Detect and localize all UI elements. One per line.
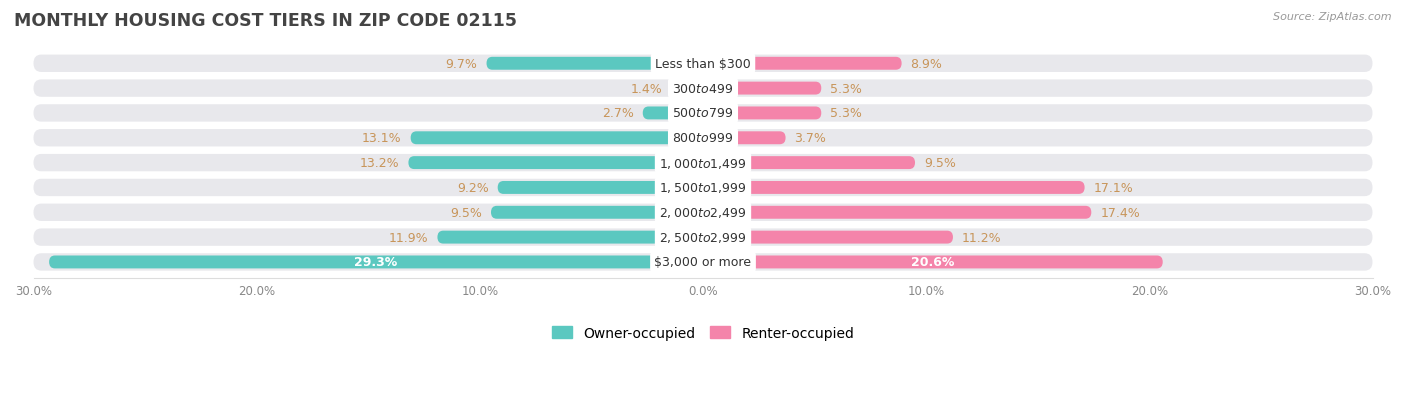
Text: 13.2%: 13.2% [360,157,399,170]
Text: 17.4%: 17.4% [1101,206,1140,219]
Text: 9.5%: 9.5% [924,157,956,170]
FancyBboxPatch shape [34,179,1372,197]
Text: 20.6%: 20.6% [911,256,955,269]
FancyBboxPatch shape [703,231,953,244]
Legend: Owner-occupied, Renter-occupied: Owner-occupied, Renter-occupied [546,320,860,345]
Text: 8.9%: 8.9% [911,58,942,71]
FancyBboxPatch shape [703,107,821,120]
Text: 9.5%: 9.5% [450,206,482,219]
Text: MONTHLY HOUSING COST TIERS IN ZIP CODE 02115: MONTHLY HOUSING COST TIERS IN ZIP CODE 0… [14,12,517,30]
FancyBboxPatch shape [34,154,1372,172]
Text: 9.2%: 9.2% [457,181,489,195]
Text: 5.3%: 5.3% [830,83,862,95]
FancyBboxPatch shape [437,231,703,244]
Text: $800 to $999: $800 to $999 [672,132,734,145]
Text: $1,000 to $1,499: $1,000 to $1,499 [659,156,747,170]
FancyBboxPatch shape [703,206,1091,219]
Text: Less than $300: Less than $300 [655,58,751,71]
FancyBboxPatch shape [643,107,703,120]
FancyBboxPatch shape [34,105,1372,122]
FancyBboxPatch shape [703,132,786,145]
Text: 3.7%: 3.7% [794,132,827,145]
Text: $500 to $799: $500 to $799 [672,107,734,120]
Text: 2.7%: 2.7% [602,107,634,120]
FancyBboxPatch shape [49,256,703,269]
FancyBboxPatch shape [703,182,1084,195]
Text: 11.9%: 11.9% [389,231,429,244]
FancyBboxPatch shape [34,80,1372,97]
Text: 5.3%: 5.3% [830,107,862,120]
FancyBboxPatch shape [703,256,1163,269]
FancyBboxPatch shape [486,58,703,71]
Text: 13.1%: 13.1% [363,132,402,145]
FancyBboxPatch shape [408,157,703,170]
FancyBboxPatch shape [34,130,1372,147]
Text: $3,000 or more: $3,000 or more [655,256,751,269]
FancyBboxPatch shape [411,132,703,145]
FancyBboxPatch shape [34,204,1372,221]
Text: $2,000 to $2,499: $2,000 to $2,499 [659,206,747,220]
Text: 9.7%: 9.7% [446,58,478,71]
FancyBboxPatch shape [672,83,703,95]
Text: $300 to $499: $300 to $499 [672,83,734,95]
FancyBboxPatch shape [703,83,821,95]
Text: 11.2%: 11.2% [962,231,1001,244]
Text: 17.1%: 17.1% [1094,181,1133,195]
Text: $1,500 to $1,999: $1,500 to $1,999 [659,181,747,195]
FancyBboxPatch shape [498,182,703,195]
Text: 29.3%: 29.3% [354,256,398,269]
FancyBboxPatch shape [491,206,703,219]
Text: $2,500 to $2,999: $2,500 to $2,999 [659,230,747,244]
FancyBboxPatch shape [703,157,915,170]
FancyBboxPatch shape [34,254,1372,271]
FancyBboxPatch shape [34,55,1372,73]
FancyBboxPatch shape [34,229,1372,246]
FancyBboxPatch shape [703,58,901,71]
Text: Source: ZipAtlas.com: Source: ZipAtlas.com [1274,12,1392,22]
Text: 1.4%: 1.4% [631,83,662,95]
